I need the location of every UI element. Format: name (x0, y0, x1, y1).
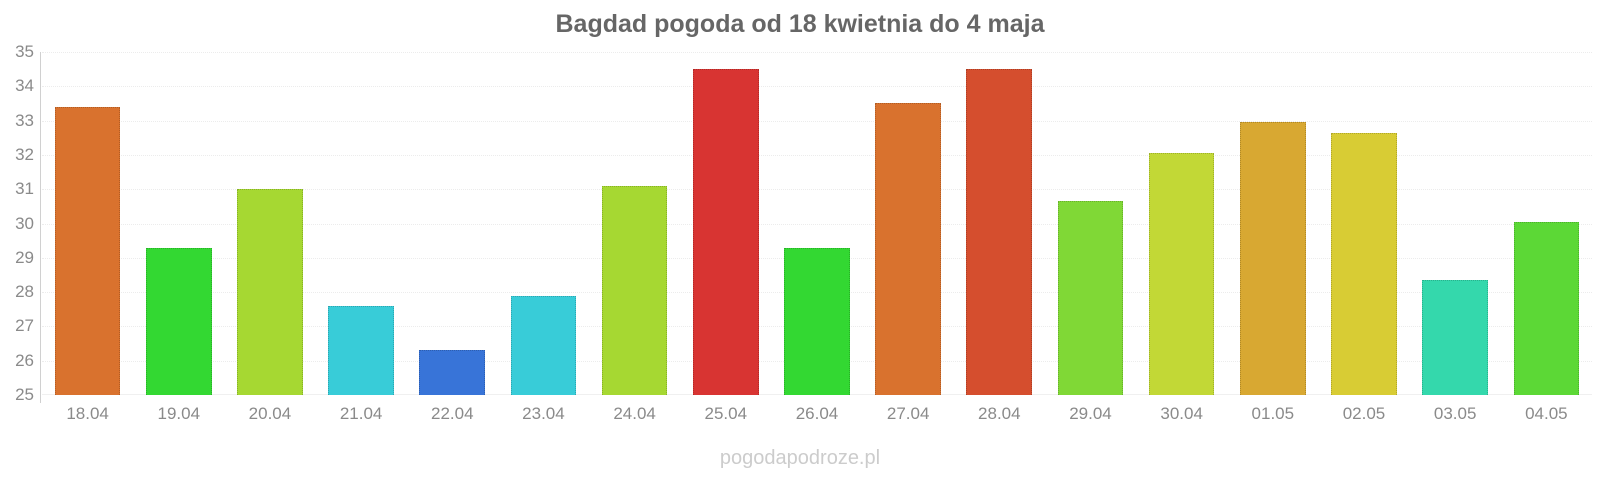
y-axis-labels: 25 26 27 28 29 30 31 32 33 34 35 (0, 43, 34, 404)
gridline-30 (42, 223, 1592, 225)
gridline-31 (42, 189, 1592, 191)
bar-23.04[interactable] (510, 295, 577, 395)
y-tick-label-30: 30 (15, 213, 34, 233)
bar-slot-04.05 (1501, 52, 1592, 395)
bar-slot-30.04 (1136, 52, 1227, 395)
chart-title: Bagdad pogoda od 18 kwietnia do 4 maja (555, 10, 1045, 38)
y-tick-label-25: 25 (15, 385, 34, 404)
x-tick-label-25.04: 25.04 (704, 404, 748, 423)
x-tick-label-03.05: 03.05 (1433, 404, 1477, 423)
bar-04.05[interactable] (1513, 221, 1580, 395)
x-tick-label-20.04: 20.04 (248, 404, 292, 423)
bar-01.05[interactable] (1240, 122, 1306, 395)
watermark: pogodapodroze.pl (719, 447, 881, 469)
gridline-34 (42, 86, 1592, 88)
bar-28.04[interactable] (966, 69, 1033, 395)
bar-27.04[interactable] (875, 103, 941, 395)
bar-slot-18.04 (42, 52, 133, 395)
bar-19.04[interactable] (145, 247, 212, 395)
x-tick-label-18.04: 18.04 (66, 404, 109, 423)
bar-slot-21.04 (316, 52, 407, 395)
gridline-32 (42, 154, 1592, 156)
x-tick-label-02.05: 02.05 (1342, 404, 1386, 423)
gridline-35 (42, 52, 1592, 53)
bar-slot-25.04 (680, 52, 771, 395)
bar-slot-01.05 (1227, 52, 1318, 395)
x-tick-label-22.04: 22.04 (431, 404, 474, 423)
y-tick-label-32: 32 (15, 144, 34, 164)
bar-slot-27.04 (863, 52, 954, 395)
bar-slot-23.04 (498, 52, 589, 395)
bar-30.04[interactable] (1148, 153, 1215, 395)
bar-slot-26.04 (771, 52, 862, 395)
x-tick-label-27.04: 27.04 (886, 404, 930, 423)
y-tick-label-27: 27 (15, 316, 34, 336)
bar-slot-03.05 (1410, 52, 1501, 395)
x-tick-label-30.04: 30.04 (1160, 404, 1203, 423)
y-tick-label-34: 34 (15, 76, 34, 96)
y-tick-label-28: 28 (15, 282, 34, 302)
bar-slot-02.05 (1318, 52, 1409, 395)
y-tick-label-26: 26 (15, 350, 34, 370)
bar-24.04[interactable] (601, 185, 668, 395)
x-tick-label-29.04: 29.04 (1069, 404, 1112, 423)
y-tick-label-35: 35 (15, 42, 34, 61)
y-tick-label-31: 31 (15, 179, 34, 199)
bars-container (42, 52, 1592, 395)
bar-29.04[interactable] (1057, 201, 1124, 395)
x-tick-label-04.05: 04.05 (1525, 404, 1568, 423)
x-tick-label-24.04: 24.04 (613, 404, 656, 423)
y-tick-label-29: 29 (15, 247, 34, 267)
plot-area (42, 52, 1592, 395)
x-tick-label-01.05: 01.05 (1251, 404, 1295, 423)
gridline-33 (42, 120, 1592, 122)
x-tick-label-19.04: 19.04 (157, 404, 201, 423)
x-tick-label-21.04: 21.04 (339, 404, 383, 423)
bar-slot-22.04 (407, 52, 498, 395)
bar-slot-19.04 (133, 52, 224, 395)
x-tick-label-23.04: 23.04 (522, 404, 565, 423)
bar-26.04[interactable] (784, 247, 850, 395)
bar-18.04[interactable] (54, 106, 121, 395)
bar-slot-29.04 (1045, 52, 1136, 395)
y-axis-line (40, 52, 41, 403)
bar-02.05[interactable] (1331, 132, 1397, 395)
bar-slot-28.04 (954, 52, 1045, 395)
x-tick-label-28.04: 28.04 (978, 404, 1021, 423)
bar-03.05[interactable] (1422, 280, 1488, 395)
bar-20.04[interactable] (237, 189, 303, 395)
x-axis-labels: 18.04 19.04 20.04 21.04 22.04 23.04 24.04 25.04… (42, 404, 1592, 424)
y-tick-label-33: 33 (15, 110, 34, 130)
bar-slot-24.04 (589, 52, 680, 395)
bar-21.04[interactable] (328, 305, 394, 395)
bar-25.04[interactable] (692, 69, 759, 395)
x-tick-label-26.04: 26.04 (795, 404, 839, 423)
bar-22.04[interactable] (419, 350, 486, 395)
bar-slot-20.04 (224, 52, 315, 395)
